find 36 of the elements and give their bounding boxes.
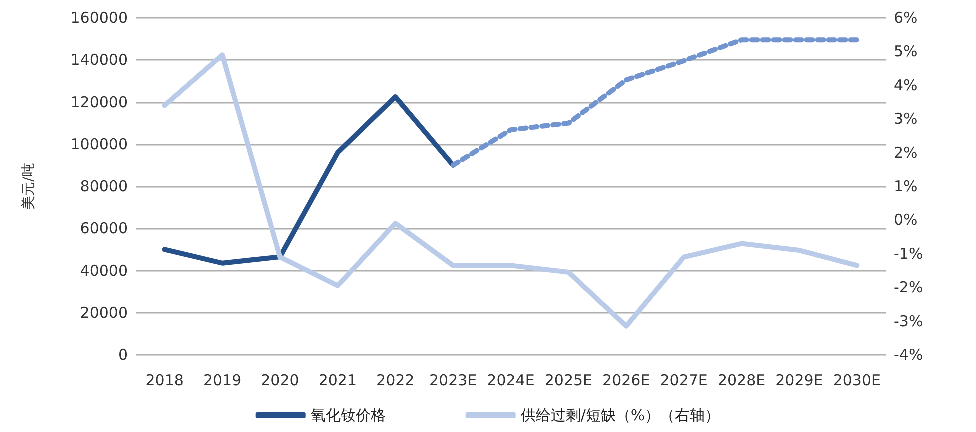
x-tick-label: 2018 <box>146 372 184 390</box>
y2-tick-label: 5% <box>894 42 918 61</box>
y-tick-label: 20000 <box>80 304 128 322</box>
y2-tick-label: -4% <box>894 346 924 364</box>
y2-tick-label: 1% <box>894 178 918 196</box>
x-tick-label: 2020 <box>261 372 300 390</box>
y2-tick-label: -3% <box>894 312 924 330</box>
x-tick-label: 2021 <box>318 372 358 390</box>
y2-tick-label: 0% <box>894 211 918 230</box>
x-tick-label: 2027E <box>660 372 708 390</box>
x-tick-label: 2024E <box>487 372 535 390</box>
x-tick-label: 2022 <box>376 372 415 390</box>
y2-tick-label: 6% <box>894 9 918 27</box>
y-tick-label: 160000 <box>70 9 128 27</box>
y-tick-label: 120000 <box>70 93 128 112</box>
y-tick-label: 0 <box>118 346 128 364</box>
legend-label: 氧化钕价格 <box>310 406 386 424</box>
y-tick-label: 140000 <box>70 51 128 70</box>
x-tick-label: 2023E <box>429 372 478 390</box>
legend-label: 供给过剩/短缺（%）（右轴） <box>520 406 720 424</box>
x-tick-label: 2030E <box>833 372 881 390</box>
y-axis-title: 美元/吨 <box>21 163 37 210</box>
y2-tick-label: 2% <box>894 144 918 162</box>
y-tick-label: 60000 <box>80 220 128 238</box>
x-tick-label: 2019 <box>203 372 242 390</box>
x-tick-label: 2029E <box>776 372 824 390</box>
x-tick-label: 2025E <box>544 372 593 390</box>
y-tick-label: 40000 <box>80 262 128 280</box>
y2-tick-label: -1% <box>894 244 924 263</box>
y2-tick-label: 3% <box>894 110 918 128</box>
y2-tick-label: 4% <box>894 76 918 94</box>
y-tick-label: 80000 <box>80 178 128 196</box>
y-tick-label: 100000 <box>70 135 128 154</box>
x-tick-label: 2026E <box>602 372 650 390</box>
x-tick-label: 2028E <box>718 372 766 390</box>
y2-tick-label: -2% <box>894 278 924 297</box>
